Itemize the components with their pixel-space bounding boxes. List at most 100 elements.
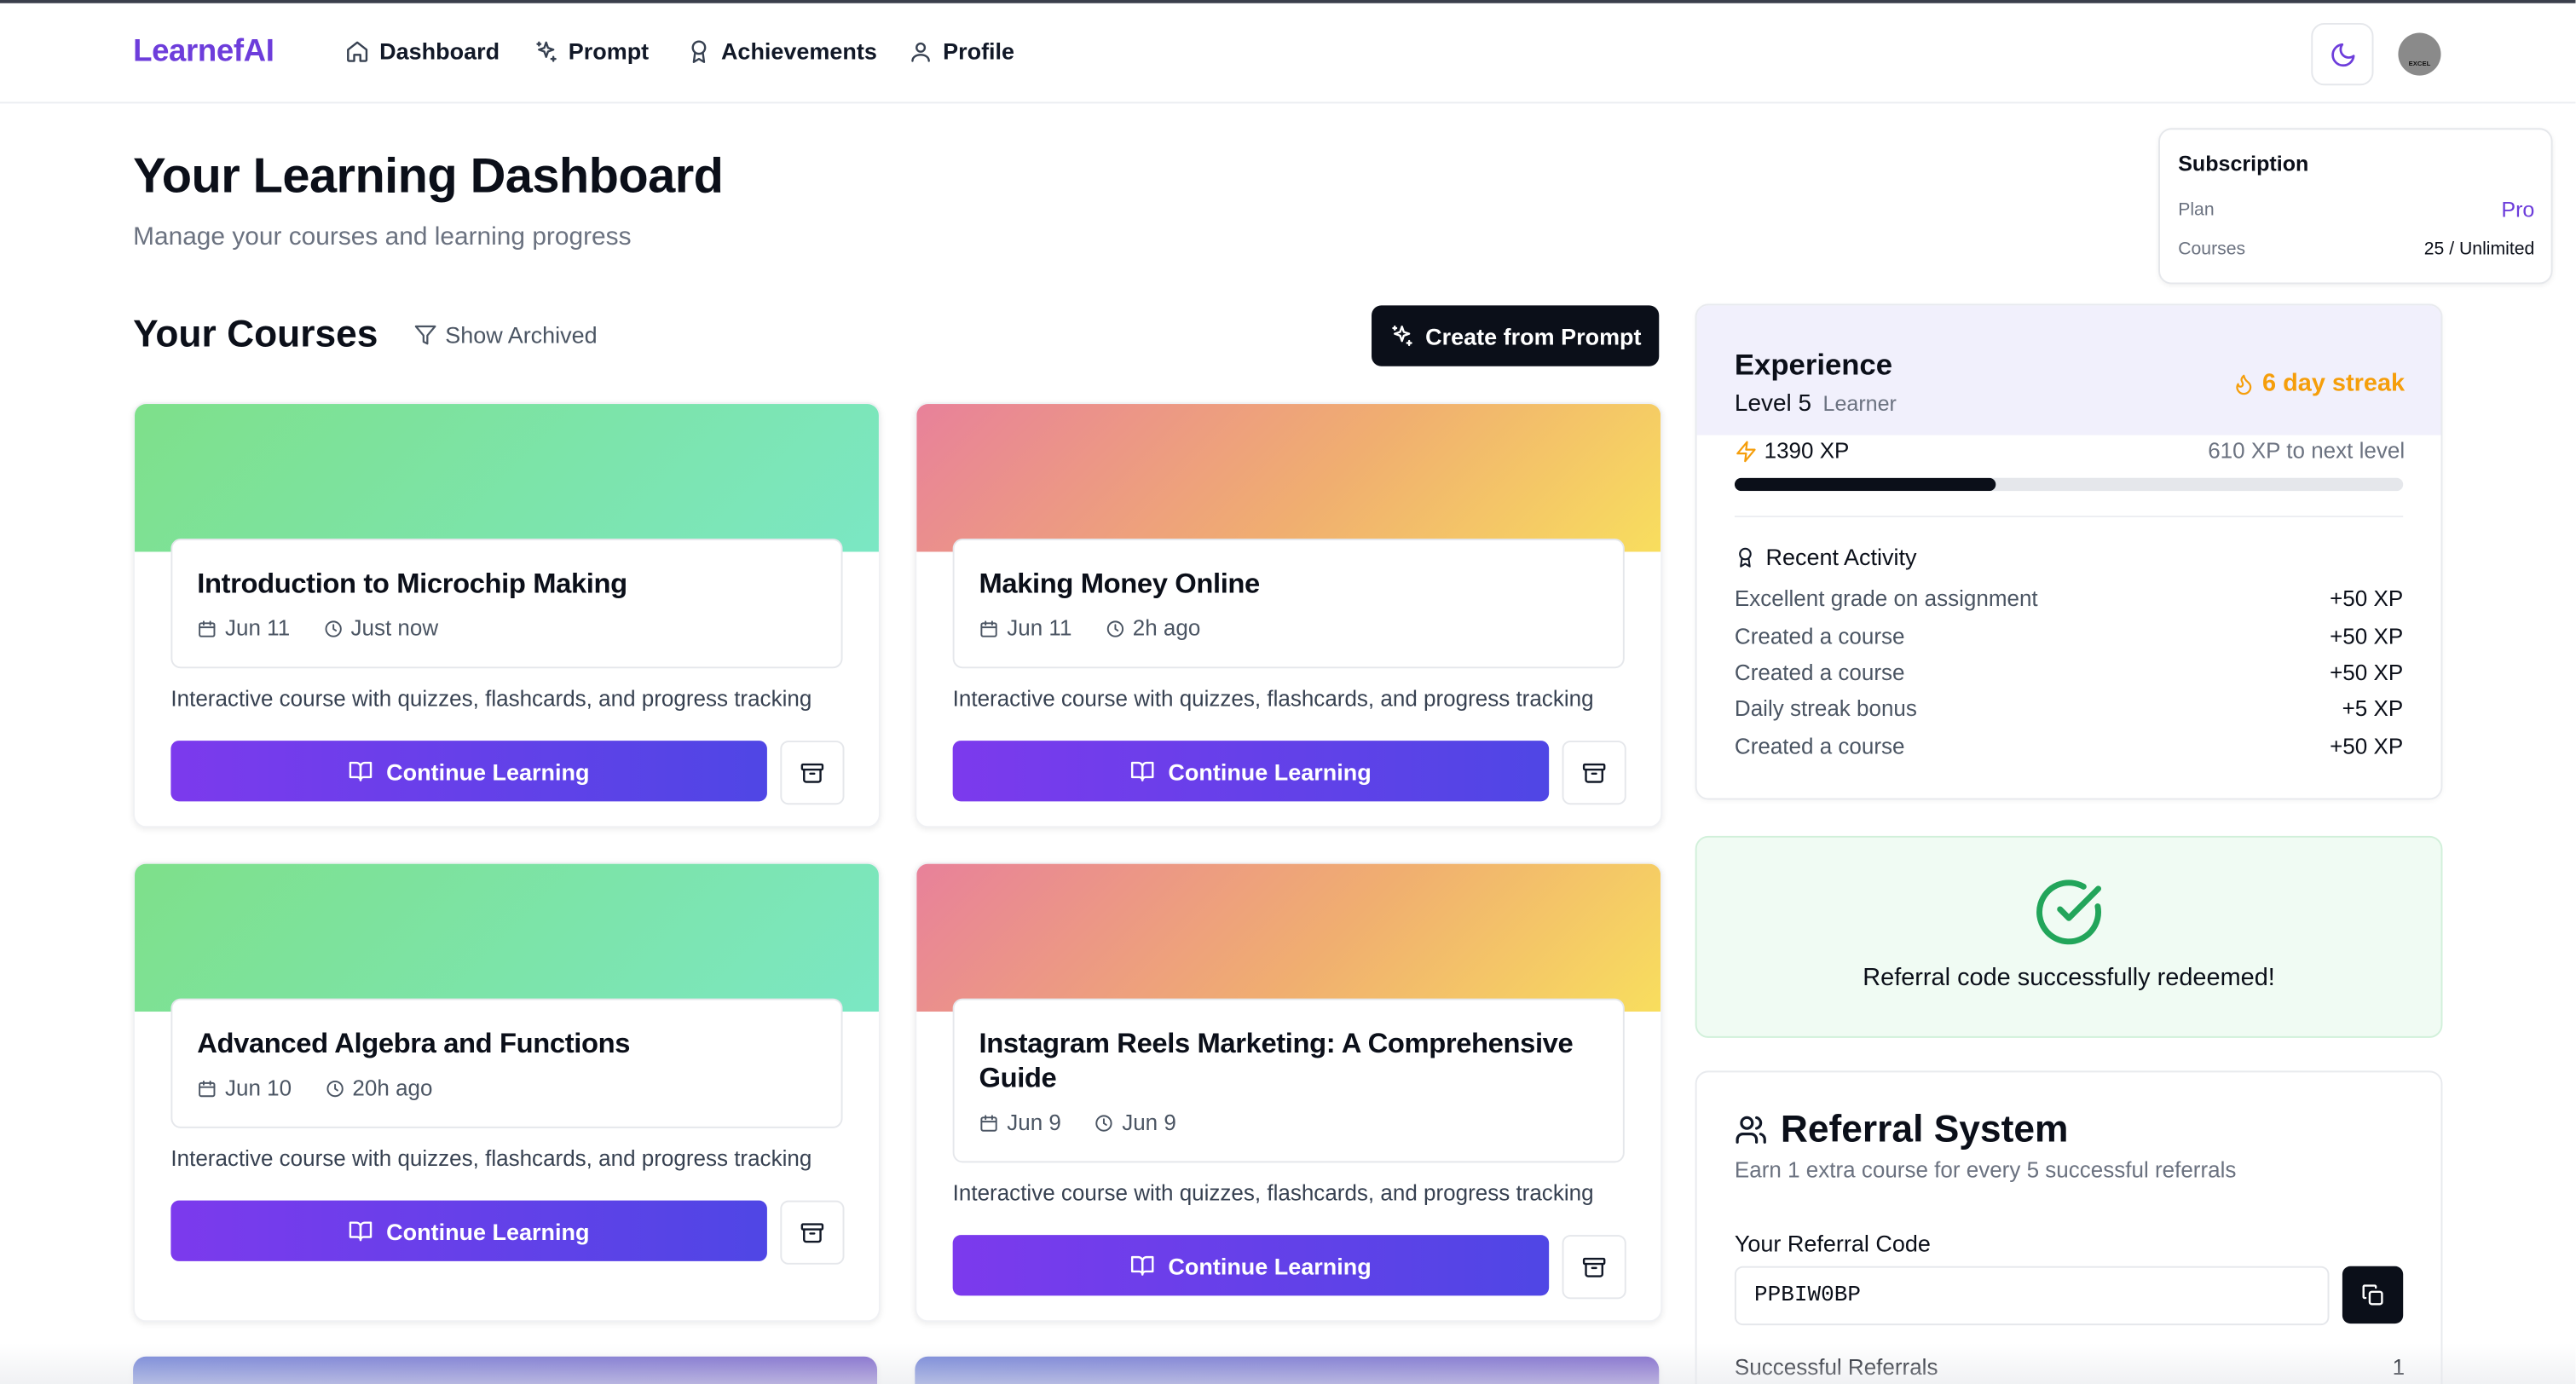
nav-achievements[interactable]: Achievements — [686, 37, 877, 65]
activity-xp: +50 XP — [2330, 660, 2404, 685]
avatar-label: EXCEL — [2408, 58, 2431, 67]
course-info-box: Making Money Online Jun 11 2h ago — [952, 539, 1625, 669]
experience-card: Experience Level 5 Learner 6 day streak … — [1695, 303, 2443, 800]
calendar-icon — [197, 1078, 217, 1098]
level-label: Level 5 — [1734, 390, 1812, 418]
course-banner — [135, 863, 879, 1012]
course-date: Jun 9 — [1007, 1110, 1061, 1135]
course-card-partial — [133, 1356, 878, 1384]
courses-value: 25 / Unlimited — [2423, 239, 2535, 260]
xp-progress-fill — [1734, 477, 1996, 492]
referral-code-field[interactable]: PPBIW0BP — [1734, 1266, 2330, 1326]
nav-dashboard[interactable]: Dashboard — [345, 37, 500, 64]
referral-subtitle: Earn 1 extra course for every 5 successf… — [1734, 1157, 2237, 1183]
course-meta: Jun 9 Jun 9 — [979, 1110, 1176, 1135]
window-top-border — [0, 0, 2576, 3]
archive-button[interactable] — [1562, 1235, 1626, 1300]
experience-header — [1696, 305, 2441, 435]
course-banner — [135, 404, 879, 552]
archive-button[interactable] — [780, 741, 845, 805]
xp-value: 1390 XP — [1764, 438, 1850, 464]
course-card: Instagram Reels Marketing: A Comprehensi… — [915, 862, 1663, 1323]
xp-total: 1390 XP — [1735, 438, 1850, 464]
archive-icon — [800, 1220, 824, 1245]
course-time: Jun 9 — [1122, 1110, 1176, 1135]
show-archived-toggle[interactable]: Show Archived — [414, 322, 598, 349]
activity-row: Created a course +50 XP — [1735, 660, 2403, 685]
plan-value: Pro — [2501, 197, 2535, 222]
nav-label: Dashboard — [379, 37, 500, 65]
clock-icon — [1105, 619, 1124, 638]
clock-icon — [1094, 1113, 1113, 1133]
book-open-icon — [349, 1219, 373, 1243]
continue-learning-button[interactable]: Continue Learning — [952, 1235, 1550, 1296]
referral-success-card: Referral code successfully redeemed! — [1695, 835, 2443, 1038]
course-card: Advanced Algebra and Functions Jun 10 20… — [133, 862, 881, 1323]
nav-label: Prompt — [568, 37, 650, 65]
referral-system-card: Referral System Earn 1 extra course for … — [1695, 1070, 2443, 1384]
activity-label: Created a course — [1734, 660, 1905, 685]
referral-title: Referral System — [1780, 1106, 2069, 1150]
nav-prompt[interactable]: Prompt — [534, 37, 649, 64]
users-icon — [1735, 1113, 1768, 1146]
calendar-icon — [197, 619, 217, 638]
course-time: 20h ago — [352, 1075, 433, 1101]
continue-label: Continue Learning — [386, 1217, 590, 1244]
book-open-icon — [1130, 758, 1155, 783]
course-time: Just now — [350, 615, 439, 641]
calendar-icon — [979, 1113, 998, 1133]
sparkles-icon — [1389, 324, 1414, 349]
logo[interactable]: LearnefAI — [133, 34, 274, 69]
copy-code-button[interactable] — [2342, 1266, 2404, 1324]
navbar: LearnefAI Dashboard Prompt Achievements … — [0, 3, 2576, 104]
activity-row: Created a course +50 XP — [1735, 734, 2403, 758]
page-title: Your Learning Dashboard — [133, 149, 724, 204]
subscription-title: Subscription — [2178, 151, 2309, 176]
filter-icon — [414, 324, 437, 347]
recent-activity-heading: Recent Activity — [1735, 544, 1916, 570]
level-row: Level 5 Learner — [1735, 391, 1897, 418]
successful-referrals-value: 1 — [2392, 1354, 2406, 1380]
continue-learning-button[interactable]: Continue Learning — [170, 741, 767, 802]
course-card-partial — [915, 1356, 1660, 1384]
course-description: Interactive course with quizzes, flashca… — [952, 1180, 1594, 1206]
continue-learning-button[interactable]: Continue Learning — [952, 741, 1550, 802]
archive-button[interactable] — [1562, 741, 1626, 805]
award-icon — [1735, 546, 1756, 568]
flame-icon — [2232, 372, 2255, 395]
course-banner — [916, 863, 1661, 1012]
activity-row: Excellent grade on assignment +50 XP — [1735, 586, 2403, 611]
streak-badge: 6 day streak — [2232, 369, 2406, 398]
course-date: Jun 11 — [1007, 615, 1072, 641]
course-description: Interactive course with quizzes, flashca… — [170, 1146, 812, 1171]
check-circle-icon — [2034, 877, 2105, 948]
create-from-prompt-button[interactable]: Create from Prompt — [1372, 305, 1660, 366]
user-icon — [909, 38, 933, 63]
avatar[interactable]: EXCEL — [2398, 32, 2441, 76]
subscription-card: Subscription Plan Pro Courses 25 / Unlim… — [2158, 128, 2553, 285]
activity-row: Daily streak bonus +5 XP — [1735, 696, 2403, 721]
clock-icon — [325, 1078, 344, 1098]
continue-label: Continue Learning — [386, 758, 590, 785]
activity-xp: +5 XP — [2342, 696, 2404, 721]
activity-row: Created a course +50 XP — [1735, 624, 2403, 649]
rank-label: Learner — [1822, 390, 1897, 416]
page-subtitle: Manage your courses and learning progres… — [133, 223, 632, 251]
moon-icon — [2329, 40, 2357, 68]
activity-label: Created a course — [1734, 624, 1905, 649]
course-meta: Jun 11 2h ago — [979, 616, 1200, 641]
course-title: Advanced Algebra and Functions — [197, 1028, 631, 1059]
nav-label: Achievements — [720, 37, 877, 65]
book-open-icon — [1130, 1253, 1155, 1277]
copy-icon — [2360, 1283, 2385, 1307]
course-info-box: Introduction to Microchip Making Jun 11 … — [170, 539, 843, 669]
referral-heading: Referral System — [1735, 1107, 2068, 1151]
activity-xp: +50 XP — [2330, 585, 2404, 611]
theme-toggle-button[interactable] — [2311, 22, 2374, 86]
nav-profile[interactable]: Profile — [909, 37, 1014, 64]
streak-label: 6 day streak — [2261, 369, 2406, 398]
archive-button[interactable] — [780, 1200, 845, 1265]
activity-xp: +50 XP — [2330, 624, 2404, 649]
course-title: Instagram Reels Marketing: A Comprehensi… — [979, 1028, 1574, 1094]
continue-learning-button[interactable]: Continue Learning — [170, 1200, 767, 1261]
